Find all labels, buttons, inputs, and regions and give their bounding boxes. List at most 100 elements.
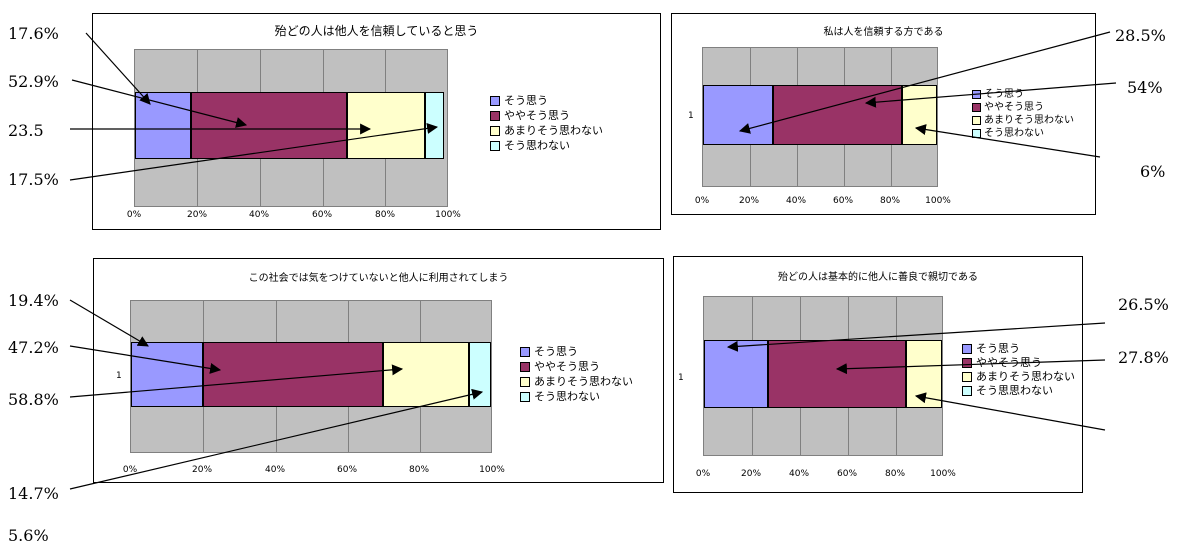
plot-area [702, 47, 938, 187]
legend-item: そう思う [490, 93, 603, 108]
legend-swatch [962, 372, 972, 382]
annotation-label: 14.7% [8, 484, 59, 503]
x-tick-label: 20% [186, 210, 208, 220]
chart-panel-2: 私は人を信頼する方である 1 0% 20% 40% 60% 80% 100% そ… [671, 13, 1096, 215]
legend-label: あまりそう思わない [984, 115, 1074, 126]
x-tick-label: 0% [695, 469, 711, 479]
legend-item: そう思う [962, 342, 1075, 356]
legend-label: そう思わない [984, 128, 1044, 139]
legend-label: ややそう思う [504, 109, 570, 122]
chart-title: 殆どの人は基本的に他人に善良で親切である [778, 272, 978, 283]
annotation-arrow [85, 32, 151, 105]
x-tick-label: 40% [248, 210, 270, 220]
bar-segment-so-omou [703, 85, 774, 145]
x-tick-label: 80% [879, 196, 901, 206]
x-tick-label: 60% [832, 196, 854, 206]
x-tick-label: 100% [930, 469, 956, 479]
legend-label: そう思思わない [976, 384, 1053, 397]
legend-item: ややそう思う [490, 108, 603, 123]
legend-swatch [490, 95, 500, 106]
legend: そう思う ややそう思う あまりそう思わない そう思わない [520, 344, 633, 404]
plot-area [134, 49, 448, 207]
legend-item: ややそう思う [962, 356, 1075, 370]
annotation-label: 19.4% [8, 291, 59, 310]
bar-segment-yaya-so-omou [191, 92, 348, 160]
x-tick-label: 20% [740, 469, 762, 479]
bar-segment-yaya-so-omou [773, 85, 902, 145]
legend-swatch [972, 103, 981, 112]
annotation-arrow [835, 359, 1106, 375]
x-tick-label: 80% [374, 210, 396, 220]
annotation-label: 5.6% [8, 526, 49, 545]
chart-title: この社会では気をつけていないと他人に利用されてしまう [248, 273, 509, 284]
annotation-arrow [69, 299, 149, 347]
legend-item: ややそう思う [520, 359, 633, 374]
x-tick-label: 60% [836, 469, 858, 479]
y-tick-label: 1 [116, 371, 122, 381]
legend-item: ややそう思う [972, 101, 1074, 114]
annotation-label: 23.5 [8, 121, 44, 140]
legend-swatch [520, 391, 530, 402]
legend-label: ややそう思う [534, 360, 600, 373]
annotation-arrow [69, 122, 439, 181]
annotation-label: 6% [1140, 162, 1166, 181]
y-tick-label: 1 [688, 111, 694, 121]
annotation-arrow [738, 31, 1111, 134]
legend-item: あまりそう思わない [962, 370, 1075, 384]
legend-item: あまりそう思わない [490, 123, 603, 138]
legend-label: そう思う [534, 345, 578, 358]
legend-item: あまりそう思わない [972, 114, 1074, 127]
legend-swatch [490, 110, 500, 121]
x-tick-label: 40% [785, 196, 807, 206]
legend-label: そう思わない [534, 390, 600, 403]
legend-item: そう思わない [520, 389, 633, 404]
legend-label: そう思う [984, 89, 1024, 100]
annotation-arrow [69, 388, 484, 490]
annotation-label: 52.9% [8, 72, 59, 91]
annotation-arrow [914, 392, 1106, 431]
legend-swatch [962, 344, 972, 354]
annotation-arrow [726, 322, 1106, 352]
annotation-label: 26.5% [1118, 295, 1169, 314]
annotation-label: 17.6% [8, 24, 59, 43]
legend-item: そう思う [520, 344, 633, 359]
annotation-label: 28.5% [1115, 26, 1166, 45]
legend-label: あまりそう思わない [534, 375, 633, 388]
annotation-label: 17.5% [8, 170, 59, 189]
legend-item: そう思わない [490, 138, 603, 153]
legend-label: そう思わない [504, 139, 570, 152]
annotation-arrow [864, 82, 1117, 108]
x-tick-label: 100% [479, 465, 505, 475]
legend-swatch [520, 346, 530, 357]
chart-title: 殆どの人は他人を信頼していると思う [274, 24, 479, 38]
legend-swatch [520, 376, 530, 387]
annotation-arrow [71, 79, 248, 128]
legend-item: あまりそう思わない [520, 374, 633, 389]
annotation-label: 47.2% [8, 338, 59, 357]
plot-area [703, 296, 943, 456]
y-tick-label: 1 [678, 373, 684, 383]
legend-label: ややそう思う [976, 356, 1042, 369]
annotation-arrow [914, 124, 1101, 158]
legend-label: そう思う [976, 342, 1020, 355]
x-tick-label: 40% [788, 469, 810, 479]
legend-swatch [962, 358, 972, 368]
legend-swatch [972, 116, 981, 125]
bar-segment-so-omou [131, 341, 203, 407]
legend: そう思う ややそう思う あまりそう思わない そう思わない [490, 93, 603, 153]
legend-label: そう思う [504, 94, 548, 107]
x-tick-label: 0% [694, 196, 710, 206]
x-tick-label: 40% [264, 465, 286, 475]
chart-title: 私は人を信頼する方である [823, 27, 944, 38]
x-tick-label: 80% [408, 465, 430, 475]
annotation-arrow [69, 364, 404, 398]
annotation-label: 54% [1127, 78, 1163, 97]
legend-swatch [520, 361, 530, 372]
x-tick-label: 0% [122, 465, 138, 475]
chart-panel-4: 殆どの人は基本的に他人に善良で親切である 1 0% 20% 40% 60% 80… [673, 256, 1083, 493]
legend: そう思う ややそう思う あまりそう思わない そう思思わない [962, 342, 1075, 398]
x-tick-label: 20% [738, 196, 760, 206]
legend-swatch [490, 125, 500, 136]
x-tick-label: 0% [126, 210, 142, 220]
